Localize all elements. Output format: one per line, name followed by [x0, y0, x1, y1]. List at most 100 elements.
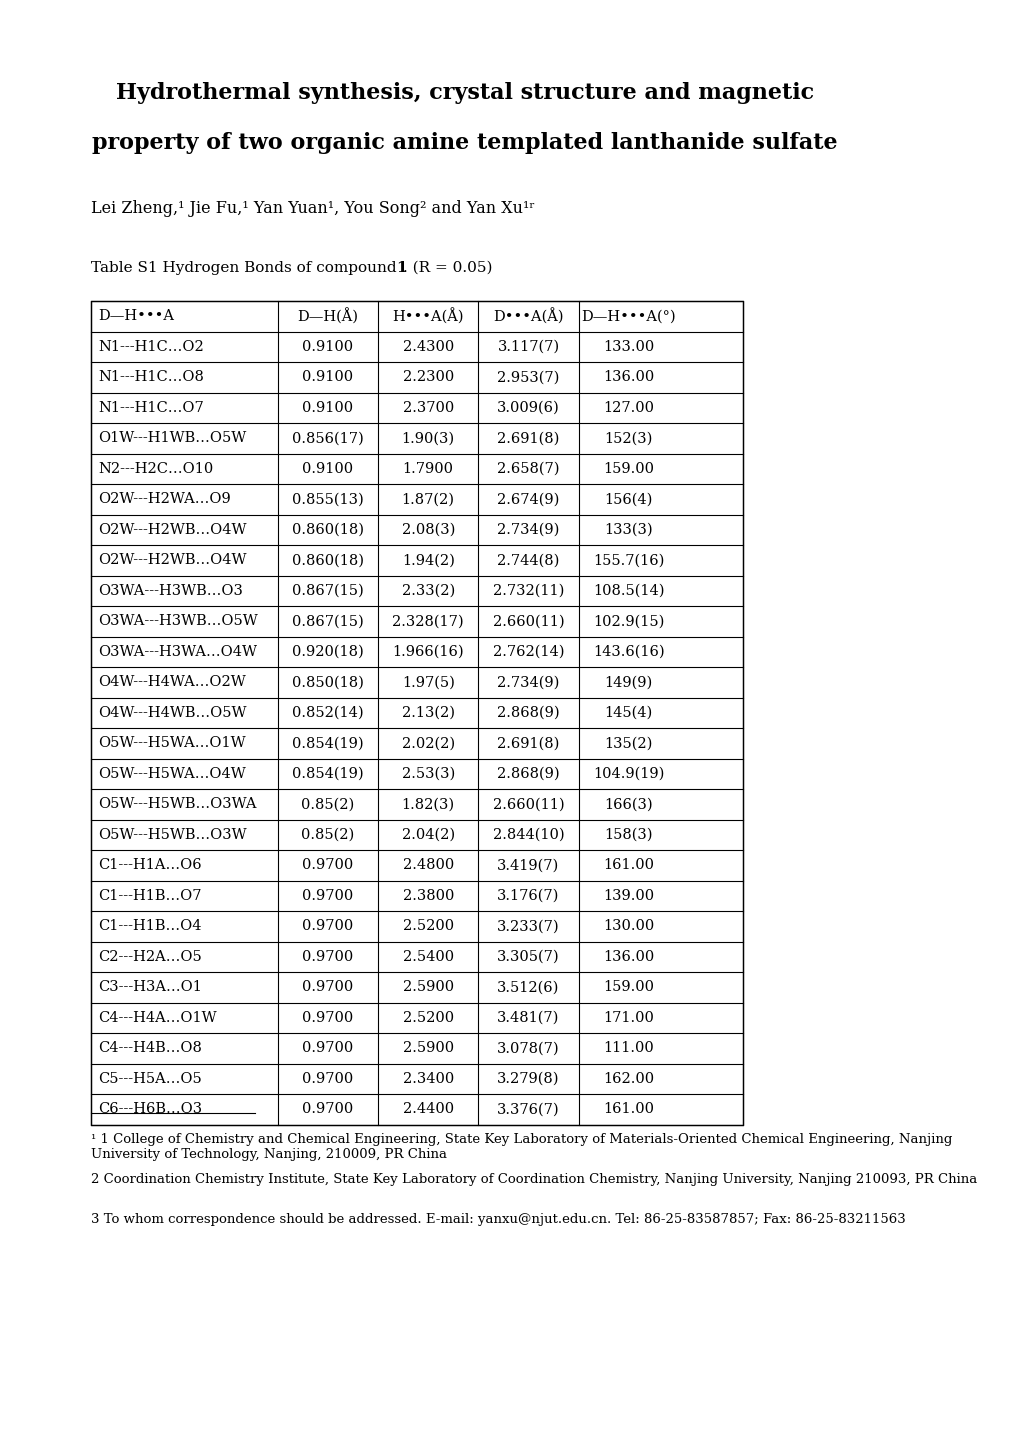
Text: 2.53(3): 2.53(3)	[401, 766, 454, 781]
Text: Hydrothermal synthesis, crystal structure and magnetic: Hydrothermal synthesis, crystal structur…	[115, 82, 813, 104]
Text: N1---H1C…O2: N1---H1C…O2	[98, 339, 204, 354]
Bar	[91, 302, 742, 1124]
Text: O3WA---H3WB…O5W: O3WA---H3WB…O5W	[98, 615, 258, 628]
Text: 0.9700: 0.9700	[302, 1010, 354, 1025]
Text: 1.97(5): 1.97(5)	[401, 675, 454, 690]
Text: C6---H6B…O3: C6---H6B…O3	[98, 1102, 203, 1117]
Text: 2.734(9): 2.734(9)	[497, 675, 559, 690]
Text: 2.691(8): 2.691(8)	[497, 431, 559, 446]
Text: 0.9100: 0.9100	[303, 401, 354, 414]
Text: 3.305(7): 3.305(7)	[496, 949, 559, 964]
Text: O2W---H2WA…O9: O2W---H2WA…O9	[98, 492, 231, 506]
Text: 2.3400: 2.3400	[403, 1072, 453, 1085]
Text: C1---H1A…O6: C1---H1A…O6	[98, 859, 202, 872]
Text: 156(4): 156(4)	[604, 492, 652, 506]
Text: O5W---H5WA…O4W: O5W---H5WA…O4W	[98, 766, 246, 781]
Text: 3.117(7): 3.117(7)	[497, 339, 559, 354]
Text: 1: 1	[395, 261, 407, 276]
Text: 0.860(18): 0.860(18)	[291, 522, 364, 537]
Text: 0.9700: 0.9700	[302, 1042, 354, 1055]
Text: 3 To whom correspondence should be addressed. E-mail: yanxu@njut.edu.cn. Tel: 86: 3 To whom correspondence should be addre…	[91, 1214, 905, 1227]
Text: H•••A(Å): H•••A(Å)	[392, 309, 464, 325]
Text: 136.00: 136.00	[602, 371, 653, 384]
Text: 3.376(7): 3.376(7)	[496, 1102, 559, 1117]
Text: Table S1 Hydrogen Bonds of compound: Table S1 Hydrogen Bonds of compound	[91, 261, 401, 276]
Text: 2.5400: 2.5400	[403, 949, 453, 964]
Text: 2.762(14): 2.762(14)	[492, 645, 564, 659]
Text: 143.6(16): 143.6(16)	[592, 645, 663, 659]
Text: 149(9): 149(9)	[604, 675, 652, 690]
Text: C2---H2A…O5: C2---H2A…O5	[98, 949, 202, 964]
Text: 0.856(17): 0.856(17)	[291, 431, 364, 446]
Text: 152(3): 152(3)	[604, 431, 652, 446]
Text: 2.868(9): 2.868(9)	[496, 766, 559, 781]
Text: N1---H1C…O8: N1---H1C…O8	[98, 371, 204, 384]
Text: 135(2): 135(2)	[604, 736, 652, 750]
Text: 158(3): 158(3)	[604, 828, 652, 841]
Text: 139.00: 139.00	[602, 889, 653, 903]
Text: 0.9700: 0.9700	[302, 949, 354, 964]
Text: 3.279(8): 3.279(8)	[496, 1072, 559, 1085]
Text: 0.9100: 0.9100	[303, 339, 354, 354]
Text: 0.867(15): 0.867(15)	[291, 584, 364, 597]
Text: 1.7900: 1.7900	[403, 462, 453, 476]
Text: 0.9700: 0.9700	[302, 980, 354, 994]
Text: 2.3800: 2.3800	[403, 889, 453, 903]
Text: C1---H1B…O7: C1---H1B…O7	[98, 889, 202, 903]
Text: C5---H5A…O5: C5---H5A…O5	[98, 1072, 202, 1085]
Text: 2.13(2): 2.13(2)	[401, 706, 454, 720]
Text: 0.85(2): 0.85(2)	[301, 797, 355, 811]
Text: 136.00: 136.00	[602, 949, 653, 964]
Text: 1.90(3): 1.90(3)	[401, 431, 454, 446]
Text: 2.3700: 2.3700	[403, 401, 453, 414]
Text: 2.4800: 2.4800	[403, 859, 453, 872]
Text: 0.920(18): 0.920(18)	[291, 645, 364, 659]
Text: 3.176(7): 3.176(7)	[497, 889, 559, 903]
Text: 2.660(11): 2.660(11)	[492, 797, 564, 811]
Text: 0.855(13): 0.855(13)	[291, 492, 364, 506]
Text: C3---H3A…O1: C3---H3A…O1	[98, 980, 202, 994]
Text: 159.00: 159.00	[602, 462, 653, 476]
Text: 2.732(11): 2.732(11)	[492, 584, 564, 597]
Text: D•••A(Å): D•••A(Å)	[493, 309, 564, 325]
Text: 2.953(7): 2.953(7)	[497, 371, 559, 384]
Text: 2.660(11): 2.660(11)	[492, 615, 564, 628]
Text: . (R = 0.05): . (R = 0.05)	[404, 261, 492, 276]
Text: 2.02(2): 2.02(2)	[401, 736, 454, 750]
Text: 2.744(8): 2.744(8)	[497, 553, 559, 567]
Text: 0.9100: 0.9100	[303, 462, 354, 476]
Text: 2.5900: 2.5900	[403, 1042, 453, 1055]
Text: 133(3): 133(3)	[604, 522, 652, 537]
Text: 0.854(19): 0.854(19)	[291, 736, 364, 750]
Text: C4---H4A…O1W: C4---H4A…O1W	[98, 1010, 217, 1025]
Text: 127.00: 127.00	[602, 401, 653, 414]
Text: 0.867(15): 0.867(15)	[291, 615, 364, 628]
Text: 2.5900: 2.5900	[403, 980, 453, 994]
Text: 130.00: 130.00	[602, 919, 653, 934]
Text: 133.00: 133.00	[602, 339, 653, 354]
Text: N2---H2C…O10: N2---H2C…O10	[98, 462, 213, 476]
Text: O5W---H5WB…O3W: O5W---H5WB…O3W	[98, 828, 247, 841]
Text: 159.00: 159.00	[602, 980, 653, 994]
Text: 2.844(10): 2.844(10)	[492, 828, 564, 841]
Text: 162.00: 162.00	[602, 1072, 653, 1085]
Text: O5W---H5WA…O1W: O5W---H5WA…O1W	[98, 736, 246, 750]
Text: O4W---H4WB…O5W: O4W---H4WB…O5W	[98, 706, 247, 720]
Text: D—H•••A: D—H•••A	[98, 309, 174, 323]
Text: 0.854(19): 0.854(19)	[291, 766, 364, 781]
Text: 2.4400: 2.4400	[403, 1102, 453, 1117]
Text: 155.7(16): 155.7(16)	[592, 553, 663, 567]
Text: 104.9(19): 104.9(19)	[592, 766, 663, 781]
Text: 1.82(3): 1.82(3)	[401, 797, 454, 811]
Text: 0.9700: 0.9700	[302, 859, 354, 872]
Text: 108.5(14): 108.5(14)	[592, 584, 663, 597]
Text: O2W---H2WB…O4W: O2W---H2WB…O4W	[98, 522, 247, 537]
Text: 2.5200: 2.5200	[403, 1010, 453, 1025]
Text: O3WA---H3WA…O4W: O3WA---H3WA…O4W	[98, 645, 257, 659]
Text: 0.85(2): 0.85(2)	[301, 828, 355, 841]
Text: 2.08(3): 2.08(3)	[401, 522, 454, 537]
Text: 0.852(14): 0.852(14)	[291, 706, 364, 720]
Text: 2.33(2): 2.33(2)	[401, 584, 454, 597]
Text: 3.078(7): 3.078(7)	[496, 1042, 559, 1055]
Text: 2.691(8): 2.691(8)	[497, 736, 559, 750]
